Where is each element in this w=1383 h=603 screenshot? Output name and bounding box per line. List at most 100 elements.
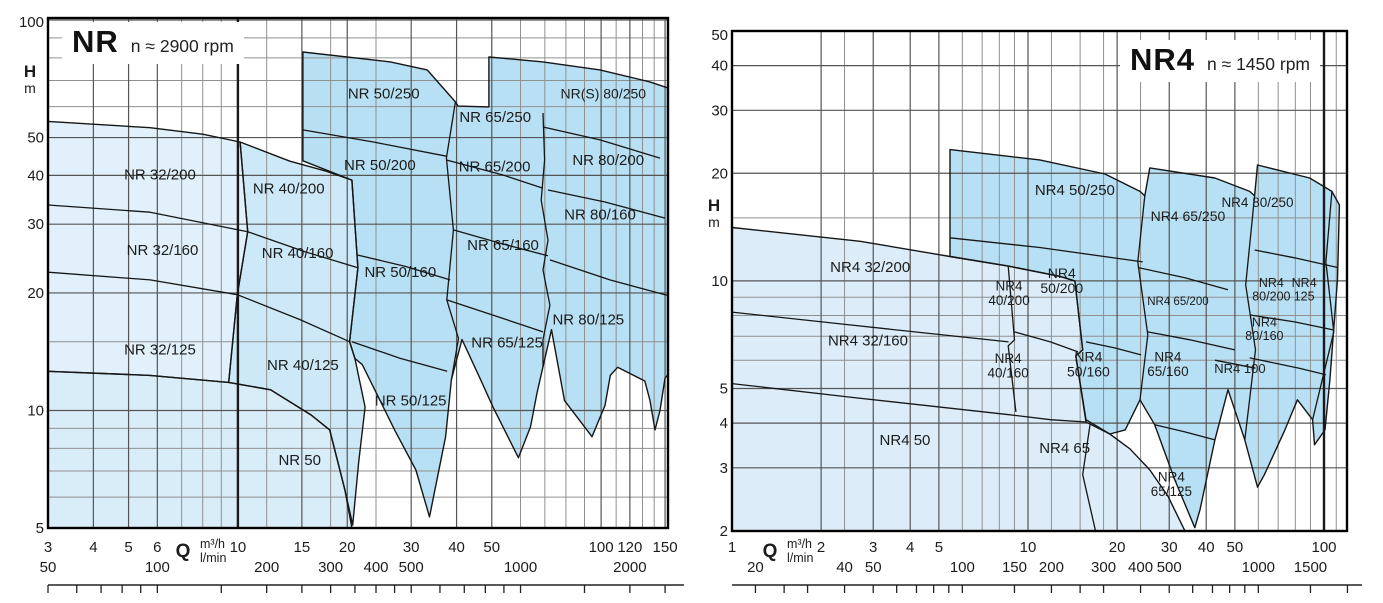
pump-region-outline <box>302 51 668 518</box>
x-axis-tick-lmin: 200 <box>1039 559 1064 576</box>
region-label: NR 80/160 <box>564 207 636 224</box>
chart-nr: NR 32/200 NR 32/160 NR 32/125 NR 40/200 NR 4… <box>19 14 684 593</box>
x-axis-tick-m3h: 50 <box>1227 539 1244 556</box>
x-axis-tick-lmin: 50 <box>40 559 57 576</box>
region-label: NR4 80/250 <box>1221 195 1293 210</box>
x-axis-tick-m3h: 5 <box>935 539 943 556</box>
x-axis-tick-m3h: 100 <box>1311 539 1336 556</box>
region-label: NR4 50/200 <box>1040 265 1083 296</box>
x-axis-tick-m3h: 4 <box>906 539 914 556</box>
region-label: NR4 65/125 <box>1151 469 1192 499</box>
region-label: NR 65/250 <box>459 109 531 126</box>
region-label: NR 32/200 <box>124 167 196 184</box>
region-label: NR 32/125 <box>124 342 196 359</box>
y-axis-tick-label: 10 <box>27 403 44 420</box>
region-boundary <box>247 231 359 269</box>
chart-nr-title-series: NR <box>72 24 119 59</box>
x-axis-unit-lmin: l/min <box>200 551 226 565</box>
x-axis-label: Q <box>176 541 191 562</box>
region-label: NR 80/200 <box>572 152 644 169</box>
x-axis-label: Q <box>763 541 778 562</box>
region-label: NR4 125 <box>1292 276 1317 304</box>
x-axis-tick-m3h: 20 <box>339 539 356 556</box>
x-axis-tick-lmin: 200 <box>254 559 279 576</box>
x-axis-tick-lmin: 150 <box>1002 559 1027 576</box>
region-label: NR4 100 <box>1214 361 1265 376</box>
region-label: NR4 40/200 <box>988 278 1029 308</box>
x-axis-tick-lmin: 300 <box>318 559 343 576</box>
region-label: NR4 40/160 <box>988 351 1029 381</box>
pump-region-nr4-50-65-80-family <box>950 149 1340 528</box>
region-boundary <box>445 101 460 380</box>
region-boundary <box>48 204 248 233</box>
region-label: NR4 32/160 <box>828 332 908 349</box>
y-axis-tick-label: 2 <box>720 523 728 540</box>
region-boundary <box>547 189 666 219</box>
x-axis-tick-lmin: 40 <box>836 559 853 576</box>
region-boundary <box>302 129 447 157</box>
region-label: NR4 50/160 <box>1067 348 1110 379</box>
y-axis-tick-label: 5 <box>720 381 728 398</box>
pump-region-nr32-family <box>48 121 248 383</box>
y-axis-tick-label: 30 <box>711 102 728 119</box>
x-axis-tick-m3h: 50 <box>483 539 500 556</box>
x-axis-unit-lmin: l/min <box>787 551 813 565</box>
region-label: NR 80/125 <box>552 312 624 329</box>
region-boundary <box>1147 331 1236 351</box>
y-axis-tick-label: 10 <box>711 273 728 290</box>
region-boundary <box>1249 357 1327 376</box>
pump-region-nr50-65-80-family <box>302 52 668 517</box>
x-axis-tick-m3h: 150 <box>653 539 678 556</box>
y-axis-tick-label: 50 <box>27 130 44 147</box>
region-boundary <box>446 299 544 333</box>
x-axis-tick-m3h: 4 <box>89 539 97 556</box>
y-axis-tick-label: 3 <box>720 460 728 477</box>
region-label: NR(S) 80/250 <box>561 85 647 101</box>
region-label: NR 50 <box>278 452 321 469</box>
region-boundary <box>732 311 1009 343</box>
region-boundary <box>1249 314 1334 331</box>
y-axis-tick-label: 20 <box>27 285 44 302</box>
region-boundary <box>237 294 350 343</box>
chart-nr4-title-speed: n ≈ 1450 rpm <box>1207 54 1311 74</box>
x-axis-tick-m3h: 3 <box>44 539 52 556</box>
x-axis-tick-m3h: 5 <box>124 539 132 556</box>
x-axis-tick-m3h: 100 <box>589 539 614 556</box>
region-label: NR4 50 <box>880 432 931 449</box>
y-axis-tick-label: 5 <box>36 520 44 537</box>
region-boundary <box>1254 249 1338 269</box>
x-axis-tick-lmin: 2000 <box>613 559 646 576</box>
x-axis-tick-m3h: 1 <box>728 539 736 556</box>
chart-nr4-title-series: NR4 <box>1130 42 1196 77</box>
y-axis-unit: m <box>24 80 36 96</box>
region-label: NR 65/200 <box>459 159 531 176</box>
chart-nr4: NR4 32/200 NR4 32/160 NR4 40/200 NR4 40/160 NR… <box>708 27 1362 593</box>
x-axis-tick-m3h: 20 <box>1109 539 1126 556</box>
x-axis-tick-m3h: 40 <box>448 539 465 556</box>
x-axis-unit-m3h: m³/h <box>787 537 812 551</box>
region-boundary <box>351 341 448 372</box>
y-axis-tick-label: 4 <box>720 415 728 432</box>
x-axis-tick-m3h: 10 <box>230 539 247 556</box>
region-boundary <box>1007 266 1017 412</box>
x-axis-tick-m3h: 30 <box>1161 539 1178 556</box>
region-boundary <box>1085 341 1142 356</box>
chart-nr4-title: NR4 n ≈ 1450 rpm <box>1120 40 1321 82</box>
pump-region-nr4-32-40-50-65 <box>732 227 1185 531</box>
region-boundary <box>453 229 549 257</box>
pump-region-outline <box>949 148 1341 529</box>
region-boundary <box>48 271 238 296</box>
region-label: NR 65/160 <box>467 237 539 254</box>
region-boundary <box>1214 359 1256 369</box>
region-boundary <box>1137 195 1149 400</box>
region-label: NR4 50/250 <box>1035 182 1115 199</box>
x-axis-tick-m3h: 3 <box>869 539 877 556</box>
x-axis-unit-m3h: m³/h <box>200 537 225 551</box>
y-axis-tick-label: 50 <box>711 27 728 44</box>
region-label: NR 40/125 <box>267 357 339 374</box>
region-boundary <box>1154 424 1216 441</box>
x-axis-tick-lmin: 50 <box>865 559 882 576</box>
x-axis-tick-lmin: 500 <box>1157 559 1182 576</box>
region-label: NR 40/160 <box>262 245 334 262</box>
